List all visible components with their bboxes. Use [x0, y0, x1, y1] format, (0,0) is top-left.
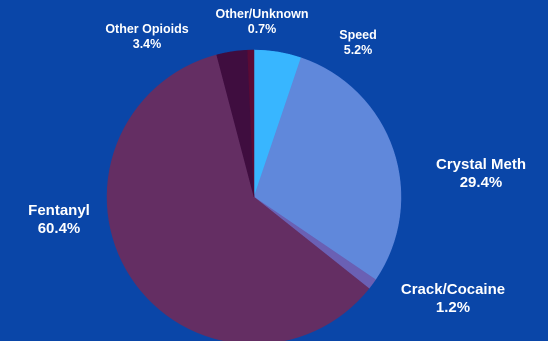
label-speed-name: Speed [339, 28, 377, 42]
slice-fentanyl [106, 54, 370, 341]
label-other-opioids-value: 3.4% [132, 37, 162, 51]
label-other-unknown-name: Other/Unknown [215, 7, 309, 21]
slice-other-unknown [247, 49, 255, 198]
label-fentanyl-name: Fentanyl [28, 202, 90, 219]
label-other-opioids-name: Other Opioids [105, 22, 189, 36]
label-crystal-meth-value: 29.4% [459, 174, 503, 191]
label-other-opioids: Other Opioids 3.4% [105, 22, 188, 52]
label-crack-cocaine-name: Crack/Cocaine [400, 281, 506, 298]
label-other-unknown-value: 0.7% [247, 22, 277, 36]
label-speed: Speed 5.2% [339, 28, 377, 58]
label-crystal-meth: Crystal Meth 29.4% [436, 156, 526, 192]
label-fentanyl: Fentanyl 60.4% [28, 202, 90, 238]
label-other-unknown: Other/Unknown 0.7% [215, 7, 308, 37]
label-speed-value: 5.2% [343, 43, 373, 57]
label-crack-cocaine: Crack/Cocaine 1.2% [401, 281, 505, 317]
slice-crystal-meth [253, 57, 402, 280]
label-crystal-meth-name: Crystal Meth [435, 156, 527, 173]
label-crack-cocaine-value: 1.2% [435, 299, 471, 316]
label-fentanyl-value: 60.4% [37, 220, 81, 237]
